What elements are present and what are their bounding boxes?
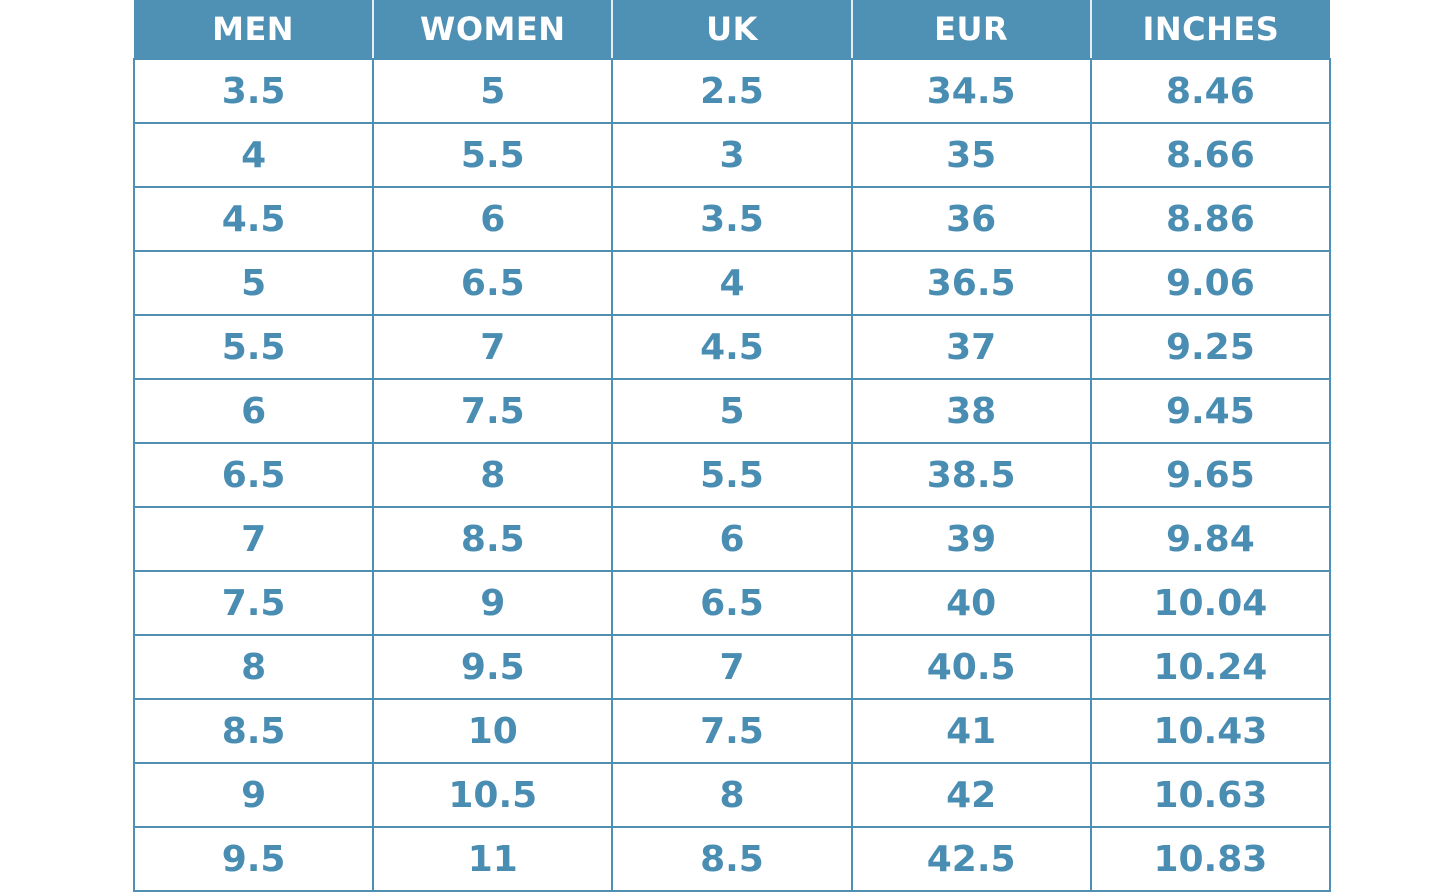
table-cell: 7.5 — [372, 378, 614, 444]
table-cell: 8.86 — [1089, 186, 1332, 252]
table-cell: 36.5 — [850, 250, 1092, 316]
table-row: 6.5 8 5.5 38.5 9.65 — [132, 442, 1332, 508]
table-cell: 11 — [372, 826, 614, 892]
table-body: 3.5 5 2.5 34.5 8.46 4 5.5 3 35 8.66 4.5 6 3.5 36 8.86 5… — [132, 58, 1332, 892]
table-row: 9 10.5 8 42 10.63 — [132, 762, 1332, 828]
table-row: 6 7.5 5 38 9.45 — [132, 378, 1332, 444]
table-cell: 39 — [850, 506, 1092, 572]
table-cell: 34.5 — [850, 58, 1092, 124]
table-cell: 6.5 — [132, 442, 375, 508]
table-row: 5 6.5 4 36.5 9.06 — [132, 250, 1332, 316]
table-cell: 6 — [372, 186, 614, 252]
column-header: WOMEN — [372, 0, 613, 60]
table-cell: 5.5 — [132, 314, 375, 380]
table-cell: 9.5 — [132, 826, 375, 892]
table-cell: 40 — [850, 570, 1092, 636]
table-cell: 41 — [850, 698, 1092, 764]
table-cell: 7.5 — [132, 570, 375, 636]
table-cell: 4 — [611, 250, 853, 316]
table-row: 9.5 11 8.5 42.5 10.83 — [132, 826, 1332, 892]
column-header: EUR — [850, 0, 1091, 60]
table-cell: 40.5 — [850, 634, 1092, 700]
table-cell: 5.5 — [372, 122, 614, 188]
table-cell: 42 — [850, 762, 1092, 828]
table-cell: 10.43 — [1089, 698, 1332, 764]
table-cell: 9.45 — [1089, 378, 1332, 444]
column-header: UK — [611, 0, 852, 60]
table-cell: 7.5 — [611, 698, 853, 764]
table-row: 4 5.5 3 35 8.66 — [132, 122, 1332, 188]
table-cell: 4.5 — [611, 314, 853, 380]
table-cell: 6 — [611, 506, 853, 572]
table-cell: 10.83 — [1089, 826, 1332, 892]
table-cell: 38 — [850, 378, 1092, 444]
table-cell: 3.5 — [611, 186, 853, 252]
size-table: MEN WOMEN UK EUR INCHES 3.5 5 2.5 34.5 8.46 4 5.5 3… — [132, 0, 1332, 892]
table-cell: 6.5 — [372, 250, 614, 316]
table-header: MEN WOMEN UK EUR INCHES — [134, 0, 1330, 60]
table-cell: 6 — [132, 378, 375, 444]
table-cell: 6.5 — [611, 570, 853, 636]
table-cell: 9.5 — [372, 634, 614, 700]
table-cell: 10.24 — [1089, 634, 1332, 700]
table-cell: 8.5 — [372, 506, 614, 572]
table-cell: 10.04 — [1089, 570, 1332, 636]
table-cell: 3.5 — [132, 58, 375, 124]
table-cell: 10 — [372, 698, 614, 764]
table-cell: 8 — [132, 634, 375, 700]
table-cell: 7 — [132, 506, 375, 572]
table-row: 8.5 10 7.5 41 10.43 — [132, 698, 1332, 764]
table-cell: 8.46 — [1089, 58, 1332, 124]
table-cell: 9.25 — [1089, 314, 1332, 380]
table-cell: 38.5 — [850, 442, 1092, 508]
table-cell: 10.5 — [372, 762, 614, 828]
table-row: 7 8.5 6 39 9.84 — [132, 506, 1332, 572]
table-cell: 4 — [132, 122, 375, 188]
table-cell: 5 — [372, 58, 614, 124]
column-header: INCHES — [1089, 0, 1330, 60]
table-cell: 5 — [132, 250, 375, 316]
table-cell: 9.65 — [1089, 442, 1332, 508]
table-cell: 4.5 — [132, 186, 375, 252]
table-cell: 37 — [850, 314, 1092, 380]
table-cell: 8.5 — [132, 698, 375, 764]
table-cell: 42.5 — [850, 826, 1092, 892]
table-cell: 5 — [611, 378, 853, 444]
table-cell: 9 — [132, 762, 375, 828]
table-cell: 5.5 — [611, 442, 853, 508]
table-row: 7.5 9 6.5 40 10.04 — [132, 570, 1332, 636]
table-row: 8 9.5 7 40.5 10.24 — [132, 634, 1332, 700]
table-row: 5.5 7 4.5 37 9.25 — [132, 314, 1332, 380]
table-row: 3.5 5 2.5 34.5 8.46 — [132, 58, 1332, 124]
table-cell: 8 — [611, 762, 853, 828]
table-cell: 36 — [850, 186, 1092, 252]
table-row: 4.5 6 3.5 36 8.86 — [132, 186, 1332, 252]
table-cell: 2.5 — [611, 58, 853, 124]
table-cell: 7 — [611, 634, 853, 700]
table-cell: 9 — [372, 570, 614, 636]
table-cell: 9.84 — [1089, 506, 1332, 572]
table-cell: 35 — [850, 122, 1092, 188]
table-cell: 8.5 — [611, 826, 853, 892]
table-cell: 8 — [372, 442, 614, 508]
column-header: MEN — [134, 0, 374, 60]
table-cell: 8.66 — [1089, 122, 1332, 188]
table-cell: 10.63 — [1089, 762, 1332, 828]
header-row: MEN WOMEN UK EUR INCHES — [134, 0, 1330, 60]
size-chart: MEN WOMEN UK EUR INCHES 3.5 5 2.5 34.5 8.46 4 5.5 3… — [132, 0, 1332, 892]
table-cell: 9.06 — [1089, 250, 1332, 316]
table-cell: 3 — [611, 122, 853, 188]
table-cell: 7 — [372, 314, 614, 380]
